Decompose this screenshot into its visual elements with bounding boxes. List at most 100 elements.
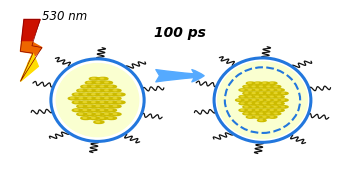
Ellipse shape — [256, 116, 258, 117]
Ellipse shape — [77, 97, 87, 100]
Ellipse shape — [109, 86, 112, 87]
Ellipse shape — [92, 102, 95, 103]
Ellipse shape — [260, 120, 262, 121]
Ellipse shape — [98, 101, 108, 104]
Ellipse shape — [241, 89, 244, 90]
Polygon shape — [22, 19, 40, 42]
Ellipse shape — [246, 96, 255, 98]
Ellipse shape — [257, 112, 266, 115]
Ellipse shape — [246, 116, 255, 118]
Ellipse shape — [238, 99, 240, 100]
Ellipse shape — [100, 117, 104, 118]
Ellipse shape — [77, 105, 87, 108]
Ellipse shape — [246, 109, 255, 112]
Ellipse shape — [270, 103, 273, 104]
Ellipse shape — [83, 102, 87, 103]
Ellipse shape — [107, 93, 117, 96]
Ellipse shape — [274, 99, 277, 100]
Ellipse shape — [267, 93, 270, 94]
Ellipse shape — [85, 89, 95, 92]
Ellipse shape — [89, 109, 99, 112]
Ellipse shape — [94, 121, 104, 123]
Ellipse shape — [92, 109, 95, 110]
Ellipse shape — [243, 99, 252, 101]
Ellipse shape — [245, 113, 248, 114]
Ellipse shape — [272, 99, 281, 101]
Ellipse shape — [79, 113, 82, 114]
Ellipse shape — [111, 89, 121, 92]
Ellipse shape — [260, 113, 262, 114]
Ellipse shape — [85, 105, 95, 108]
Ellipse shape — [77, 113, 87, 116]
Ellipse shape — [263, 96, 266, 97]
Ellipse shape — [265, 92, 274, 94]
Ellipse shape — [278, 103, 280, 104]
Ellipse shape — [87, 90, 91, 91]
Ellipse shape — [72, 101, 82, 104]
Ellipse shape — [92, 78, 95, 79]
Ellipse shape — [250, 112, 259, 115]
Ellipse shape — [105, 82, 108, 83]
Ellipse shape — [98, 85, 108, 88]
Ellipse shape — [85, 113, 95, 116]
Ellipse shape — [265, 85, 274, 88]
Ellipse shape — [94, 81, 104, 84]
Ellipse shape — [113, 106, 117, 107]
Ellipse shape — [243, 92, 252, 94]
Text: 530 nm: 530 nm — [42, 10, 87, 23]
Ellipse shape — [105, 113, 108, 114]
Ellipse shape — [279, 92, 288, 94]
Ellipse shape — [75, 109, 78, 110]
Ellipse shape — [254, 82, 262, 84]
Ellipse shape — [257, 85, 266, 88]
Ellipse shape — [79, 106, 82, 107]
Ellipse shape — [254, 96, 262, 98]
Ellipse shape — [79, 90, 82, 91]
Ellipse shape — [96, 106, 100, 107]
Text: 100 ps: 100 ps — [154, 26, 206, 40]
Ellipse shape — [265, 99, 274, 101]
Ellipse shape — [263, 116, 266, 117]
Ellipse shape — [239, 96, 248, 98]
Ellipse shape — [248, 89, 251, 90]
Ellipse shape — [250, 85, 259, 88]
Ellipse shape — [274, 106, 277, 107]
Ellipse shape — [267, 86, 270, 87]
Ellipse shape — [100, 102, 104, 103]
Ellipse shape — [94, 113, 104, 116]
Ellipse shape — [81, 109, 91, 112]
Ellipse shape — [263, 103, 266, 104]
Ellipse shape — [265, 106, 274, 108]
Ellipse shape — [94, 105, 104, 108]
Ellipse shape — [68, 97, 78, 100]
Ellipse shape — [89, 117, 99, 119]
Ellipse shape — [245, 86, 248, 87]
Ellipse shape — [218, 62, 307, 139]
Ellipse shape — [87, 113, 91, 114]
Ellipse shape — [245, 99, 248, 100]
Ellipse shape — [261, 82, 270, 84]
Ellipse shape — [246, 82, 255, 84]
Ellipse shape — [276, 102, 284, 105]
Ellipse shape — [235, 99, 244, 101]
Ellipse shape — [270, 89, 273, 90]
Ellipse shape — [265, 112, 274, 115]
Ellipse shape — [81, 93, 91, 96]
Ellipse shape — [81, 117, 91, 119]
Ellipse shape — [98, 109, 108, 112]
Ellipse shape — [261, 116, 270, 118]
Ellipse shape — [96, 82, 100, 83]
Ellipse shape — [260, 86, 262, 87]
Ellipse shape — [276, 89, 284, 91]
Ellipse shape — [115, 93, 125, 96]
Ellipse shape — [85, 97, 95, 100]
Ellipse shape — [105, 106, 108, 107]
Ellipse shape — [256, 96, 258, 97]
Ellipse shape — [89, 101, 99, 104]
Ellipse shape — [107, 101, 117, 104]
Ellipse shape — [254, 116, 262, 118]
Ellipse shape — [107, 109, 117, 112]
Polygon shape — [21, 53, 39, 81]
Ellipse shape — [113, 98, 117, 99]
Ellipse shape — [272, 106, 281, 108]
